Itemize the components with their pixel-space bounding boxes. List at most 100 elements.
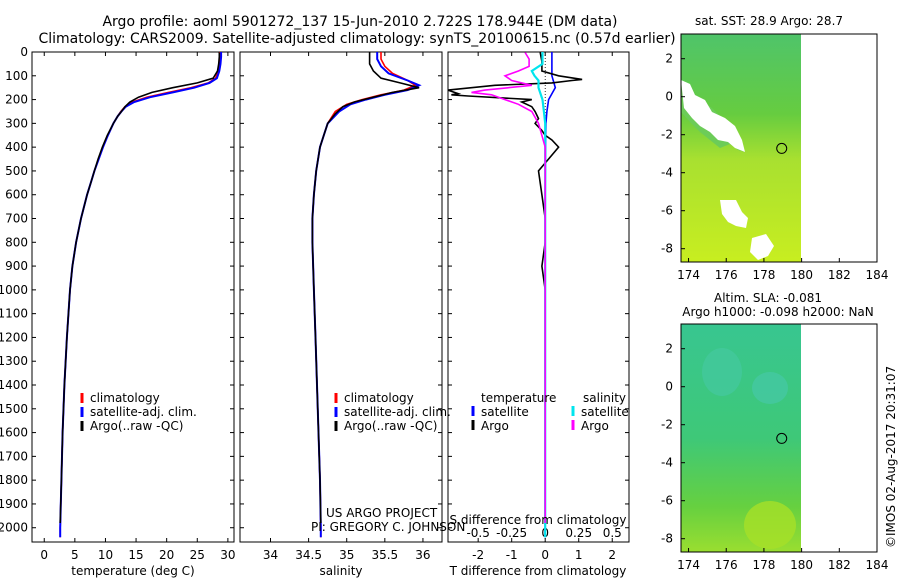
s-diff-tick-label: 0.5	[603, 526, 622, 540]
legend-entry: Argo(..raw -QC)	[90, 419, 183, 433]
salinity-axes-box	[239, 51, 443, 543]
lat-tick-label: 0	[665, 380, 673, 394]
depth-tick-label: 1900	[0, 497, 28, 511]
legend-entry: salinity	[583, 391, 626, 405]
depth-tick-label: 700	[5, 212, 28, 226]
depth-tick-label: 2000	[0, 521, 28, 535]
lat-tick-label: -4	[661, 166, 673, 180]
depth-tick-label: 100	[5, 69, 28, 83]
satellite-adj-clim-profile	[59, 52, 223, 538]
difference-panel: -2 -1 0 1 2-0.5 -0.25 0 0.25 0.5 S difference fr…	[447, 51, 630, 578]
x-tick-label: 34	[263, 548, 278, 562]
x-tick-label: 15	[128, 548, 143, 562]
depth-tick-label: 500	[5, 164, 28, 178]
lat-tick-label: -8	[661, 532, 673, 546]
lon-tick-label: 174	[677, 268, 700, 282]
lon-tick-label: 184	[866, 558, 889, 572]
x-tick-label: 25	[190, 548, 205, 562]
lon-tick-label: 180	[790, 558, 813, 572]
difference-axes-box	[447, 51, 630, 543]
depth-tick-label: 1600	[0, 426, 28, 440]
depth-tick-label: 1200	[0, 330, 28, 344]
sst-missing-data-region	[750, 234, 774, 260]
salinity-argo-difference	[471, 52, 547, 523]
lon-tick-label: 184	[866, 268, 889, 282]
argo-location-marker	[776, 142, 788, 154]
legend-entry: satellite	[481, 405, 529, 419]
figure-title-line2: Climatology: CARS2009. Satellite-adjuste…	[38, 31, 675, 47]
temperature-axes-box	[31, 51, 235, 543]
x-tick-label: 34.5	[295, 548, 322, 562]
lon-tick-label: 182	[828, 268, 851, 282]
legend-entry: Argo(..raw -QC)	[344, 419, 437, 433]
depth-tick-label: 0	[20, 45, 28, 59]
x-tick-label: 0	[40, 548, 48, 562]
s-diff-tick-label: -0.25	[496, 526, 527, 540]
pi-annotation: PI: GREGORY C. JOHNSON	[311, 520, 465, 534]
lat-tick-label: -8	[661, 242, 673, 256]
s-diff-tick-label: -0.5	[466, 526, 489, 540]
s-difference-label: S difference from climatology	[450, 513, 627, 527]
x-tick-label: 30	[220, 548, 235, 562]
depth-tick-label: 800	[5, 235, 28, 249]
lat-tick-label: -6	[661, 204, 673, 218]
lat-tick-label: -6	[661, 494, 673, 508]
lon-tick-label: 180	[790, 268, 813, 282]
depth-tick-label: 1100	[0, 307, 28, 321]
x-tick-label: 36	[415, 548, 430, 562]
lat-tick-label: -2	[661, 128, 673, 142]
lat-tick-label: 2	[665, 52, 673, 66]
t-difference-label: T difference from climatology	[449, 564, 627, 578]
salinity-xlabel: salinity	[319, 564, 362, 578]
sst-map-frame	[680, 33, 878, 263]
x-tick-label: 20	[159, 548, 174, 562]
sla-map: Altim. SLA: -0.081 Argo h1000: -0.098 h2…	[661, 291, 888, 572]
depth-tick-label: 1800	[0, 473, 28, 487]
x-tick-label: 35	[339, 548, 354, 562]
sst-map: sat. SST: 28.9 Argo: 28.7 174 176 178 180 18…	[661, 14, 888, 282]
depth-tick-label: 1700	[0, 449, 28, 463]
legend-entry: Argo	[581, 419, 609, 433]
temperature-argo-difference	[448, 52, 583, 523]
sla-map-frame	[680, 323, 878, 553]
lat-tick-label: 0	[665, 90, 673, 104]
argo-location-marker	[776, 432, 788, 444]
satellite-adj-clim-profile	[311, 52, 422, 538]
sst-map-title: sat. SST: 28.9 Argo: 28.7	[695, 14, 843, 28]
lon-tick-label: 182	[828, 558, 851, 572]
x-tick-label: -1	[506, 548, 518, 562]
sst-no-data	[801, 34, 877, 262]
lon-tick-label: 174	[677, 558, 700, 572]
depth-axis: 0 100 200 300 400 500 600 700 800 900 1000 1100 1200…	[0, 45, 629, 535]
x-tick-label: 35.5	[371, 548, 398, 562]
sst-missing-data-region	[681, 80, 745, 152]
legend-entry: satellite-adj. clim.	[344, 405, 451, 419]
x-tick-label: 10	[98, 548, 113, 562]
x-tick-label: 2	[608, 548, 616, 562]
lat-tick-label: 2	[665, 342, 673, 356]
sla-map-title-line2: Argo h1000: -0.098 h2000: NaN	[682, 305, 874, 319]
salinity-panel: 34 34.5 35 35.5 36 salinity climatologysatel…	[239, 51, 465, 578]
legend-entry: satellite	[581, 405, 629, 419]
argo-raw-qc-profile	[59, 52, 221, 524]
depth-tick-label: 1400	[0, 378, 28, 392]
sla-high-patch	[702, 348, 742, 396]
sla-high-patch	[752, 372, 788, 404]
lon-tick-label: 178	[752, 268, 775, 282]
legend-entry: climatology	[90, 391, 160, 405]
legend-entry: Argo	[481, 419, 509, 433]
climatology-profile	[59, 52, 221, 538]
argo-raw-qc-profile	[311, 52, 420, 524]
depth-tick-label: 1000	[0, 283, 28, 297]
lon-tick-label: 176	[715, 268, 738, 282]
temperature-panel: 0 5 10 15 20 25 30 temperature (deg C) climato…	[31, 51, 236, 578]
sla-no-data	[801, 324, 877, 552]
sla-map-title-line1: Altim. SLA: -0.081	[714, 291, 822, 305]
s-diff-tick-label: 0.25	[565, 526, 592, 540]
temperature-xlabel: temperature (deg C)	[71, 564, 194, 578]
legend-entry: temperature	[481, 391, 556, 405]
lon-tick-label: 176	[715, 558, 738, 572]
